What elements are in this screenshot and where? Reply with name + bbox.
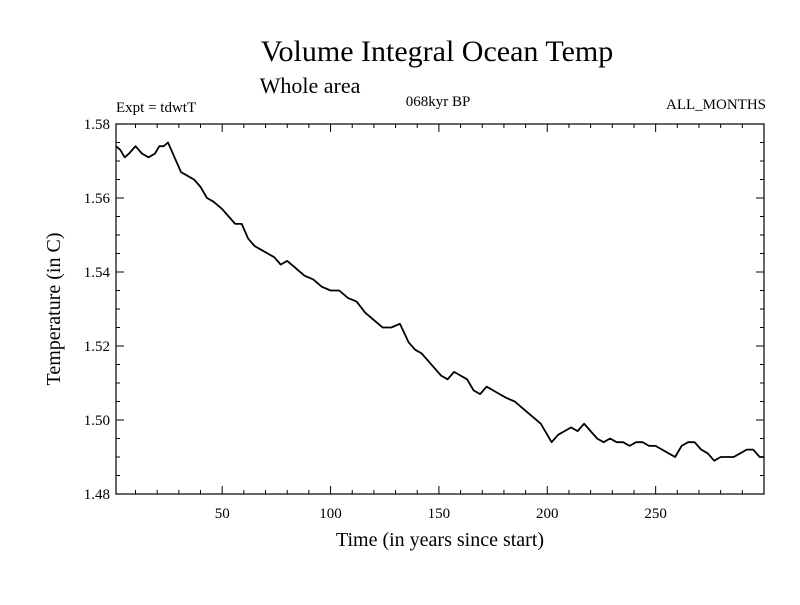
y-tick-label: 1.48 <box>84 487 110 503</box>
x-tick-label: 50 <box>215 506 230 522</box>
x-axis-label: Time (in years since start) <box>336 529 544 551</box>
x-tick-label: 200 <box>536 506 559 522</box>
x-tick-label: 150 <box>428 506 451 522</box>
y-axis: 1.48 1.50 1.52 1.54 1.56 1.58 <box>84 117 764 503</box>
y-tick-label: 1.54 <box>84 265 111 281</box>
y-tick-label: 1.50 <box>84 413 110 429</box>
x-axis: 50 100 150 200 250 <box>135 124 765 522</box>
series-line-temperature <box>115 141 764 462</box>
y-tick-label: 1.58 <box>84 117 110 133</box>
y-tick-label: 1.52 <box>84 339 110 355</box>
months-label: ALL_MONTHS <box>666 97 766 113</box>
chart-title: Volume Integral Ocean Temp <box>261 35 614 68</box>
y-tick-label: 1.56 <box>84 191 111 207</box>
x-tick-label: 100 <box>319 506 342 522</box>
experiment-label: Expt = tdwtT <box>116 100 196 116</box>
y-axis-label: Temperature (in C) <box>43 233 65 386</box>
chart-subtitle: Whole area <box>260 73 361 98</box>
period-label: 068kyr BP <box>406 94 471 110</box>
x-tick-label: 250 <box>644 506 667 522</box>
plot-frame <box>115 123 765 495</box>
